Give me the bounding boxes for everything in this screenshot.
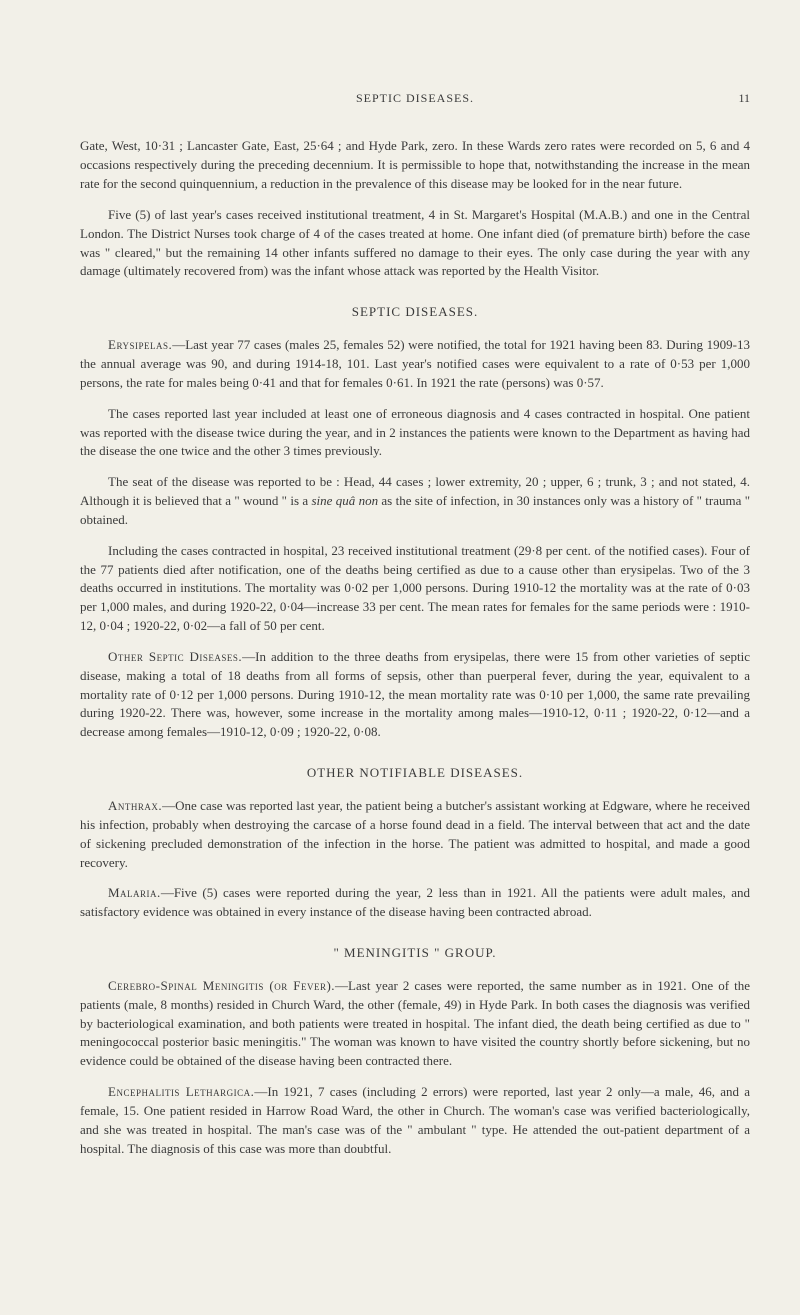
paragraph-cerebro-spinal: Cerebro-Spinal Meningitis (or Fever).—La… [80,977,750,1071]
italic-sine-qua-non: sine quâ non [311,493,378,508]
text-malaria: —Five (5) cases were reported during the… [80,885,750,919]
section-title-septic: SEPTIC DISEASES. [80,303,750,322]
page-header: SEPTIC DISEASES. 11 [80,90,750,107]
section-title-meningitis: " MENINGITIS " GROUP. [80,944,750,963]
paragraph-erysipelas-3: The seat of the disease was reported to … [80,473,750,530]
running-title: SEPTIC DISEASES. [110,90,720,107]
paragraph-malaria: Malaria.—Five (5) cases were reported du… [80,884,750,922]
header-spacer [80,90,110,107]
paragraph-intro-1: Gate, West, 10·31 ; Lancaster Gate, East… [80,137,750,194]
paragraph-erysipelas-1: Erysipelas.—Last year 77 cases (males 25… [80,336,750,393]
lead-other-septic: Other Septic Diseases. [108,649,242,664]
lead-erysipelas: Erysipelas. [108,337,172,352]
paragraph-anthrax: Anthrax.—One case was reported last year… [80,797,750,872]
lead-malaria: Malaria. [108,885,161,900]
lead-anthrax: Anthrax. [108,798,162,813]
page-number: 11 [720,90,750,107]
section-title-other: OTHER NOTIFIABLE DISEASES. [80,764,750,783]
paragraph-erysipelas-2: The cases reported last year included at… [80,405,750,462]
lead-encephalitis: Encephalitis Lethargica. [108,1084,254,1099]
lead-cerebro-spinal: Cerebro-Spinal Meningitis (or Fever). [108,978,335,993]
paragraph-intro-2: Five (5) of last year's cases received i… [80,206,750,281]
text-anthrax: —One case was reported last year, the pa… [80,798,750,870]
paragraph-other-septic: Other Septic Diseases.—In addition to th… [80,648,750,742]
text-erysipelas-1: —Last year 77 cases (males 25, females 5… [80,337,750,390]
paragraph-erysipelas-4: Including the cases contracted in hospit… [80,542,750,636]
paragraph-encephalitis: Encephalitis Lethargica.—In 1921, 7 case… [80,1083,750,1158]
